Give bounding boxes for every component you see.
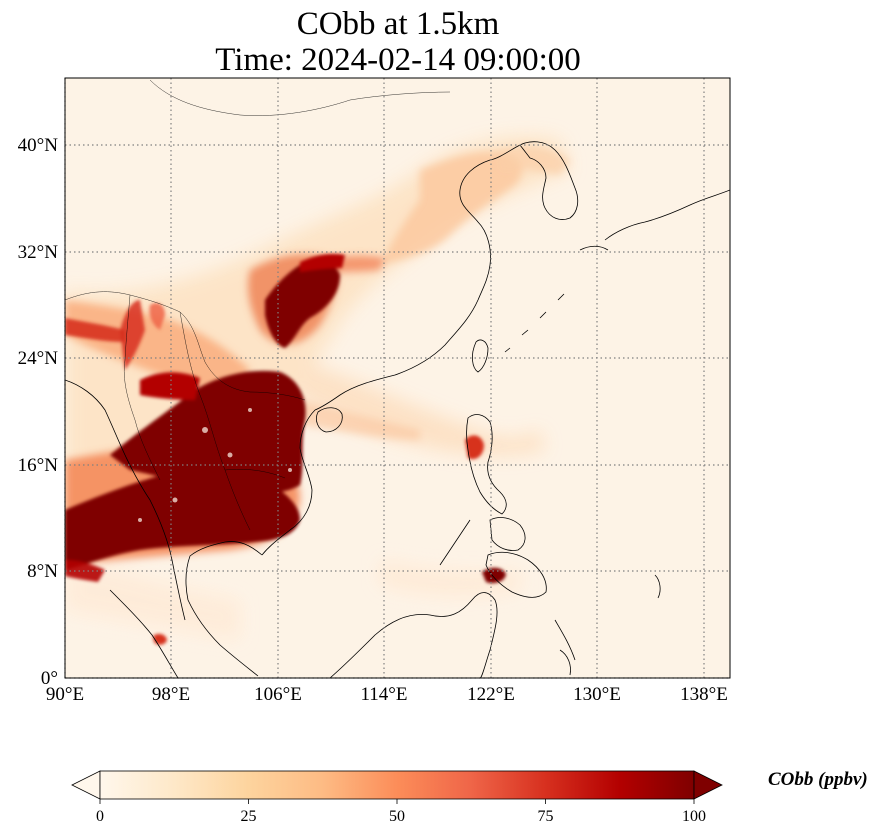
kyushu-coastline bbox=[579, 245, 609, 251]
lon-tick-label: 106°E bbox=[254, 684, 302, 705]
japan-coastline bbox=[604, 189, 730, 241]
sumatra-coastline bbox=[109, 589, 179, 678]
lat-tick-label: 0° bbox=[41, 668, 58, 689]
lat-tick-label: 16°N bbox=[18, 455, 59, 476]
lon-tick-label: 130°E bbox=[573, 684, 621, 705]
lon-tick-label: 90°E bbox=[46, 684, 84, 705]
myanmar-coastline bbox=[65, 379, 186, 621]
hotspot-flecks bbox=[138, 408, 292, 522]
colorbar-extend-min bbox=[71, 770, 101, 800]
concentration-field bbox=[65, 78, 730, 678]
sulawesi-coastline bbox=[554, 619, 576, 676]
lon-tick-label: 122°E bbox=[467, 684, 515, 705]
colorbar-tick-label: 0 bbox=[96, 808, 104, 825]
vietnam-coastline bbox=[261, 409, 316, 556]
lat-tick-label: 32°N bbox=[18, 242, 59, 263]
lat-tick-label: 24°N bbox=[18, 348, 59, 369]
lat-tick-label: 40°N bbox=[18, 135, 59, 156]
visayas-coastline bbox=[489, 517, 526, 551]
palawan-coastline bbox=[439, 519, 471, 566]
taiwan-coastline bbox=[472, 339, 489, 373]
lon-tick-labels: 90°E 98°E 106°E 114°E 122°E 130°E 138°E bbox=[46, 684, 728, 705]
hainan-coastline bbox=[316, 407, 343, 433]
colorbar-tick-label: 50 bbox=[389, 808, 405, 825]
lat-tick-label: 8°N bbox=[27, 561, 58, 582]
country-borders bbox=[65, 79, 451, 531]
ryukyu-islands bbox=[504, 293, 565, 353]
colorbar-tick-label: 75 bbox=[538, 808, 554, 825]
map-title-line2: Time: 2024-02-14 09:00:00 bbox=[215, 42, 581, 78]
colorbar: 0 25 50 75 100 bbox=[71, 770, 723, 825]
colorbar-title: CObb (ppbv) bbox=[768, 769, 868, 790]
colorbar-extend-max bbox=[693, 770, 723, 800]
coastlines bbox=[65, 141, 730, 678]
mindanao-coastline bbox=[485, 551, 547, 598]
malay-peninsula-coastline bbox=[185, 541, 263, 677]
map-title-line1: CObb at 1.5km bbox=[296, 6, 500, 42]
hotspot-layer bbox=[65, 253, 506, 645]
colorbar-gradient bbox=[99, 770, 695, 800]
lon-tick-label: 114°E bbox=[361, 684, 408, 705]
china-coastline bbox=[314, 144, 521, 411]
lon-tick-label: 138°E bbox=[680, 684, 728, 705]
lon-tick-label: 98°E bbox=[152, 684, 190, 705]
korea-coastline bbox=[519, 141, 579, 220]
gridlines bbox=[64, 78, 730, 679]
lat-tick-labels: 0° 8°N 16°N 24°N 32°N 40°N bbox=[18, 135, 59, 689]
colorbar-tick-label: 25 bbox=[241, 808, 257, 825]
colorbar-tick-label: 100 bbox=[682, 808, 706, 825]
borneo-coastline bbox=[329, 592, 498, 678]
map-frame bbox=[64, 77, 731, 679]
halmahera-coastline bbox=[654, 574, 661, 599]
